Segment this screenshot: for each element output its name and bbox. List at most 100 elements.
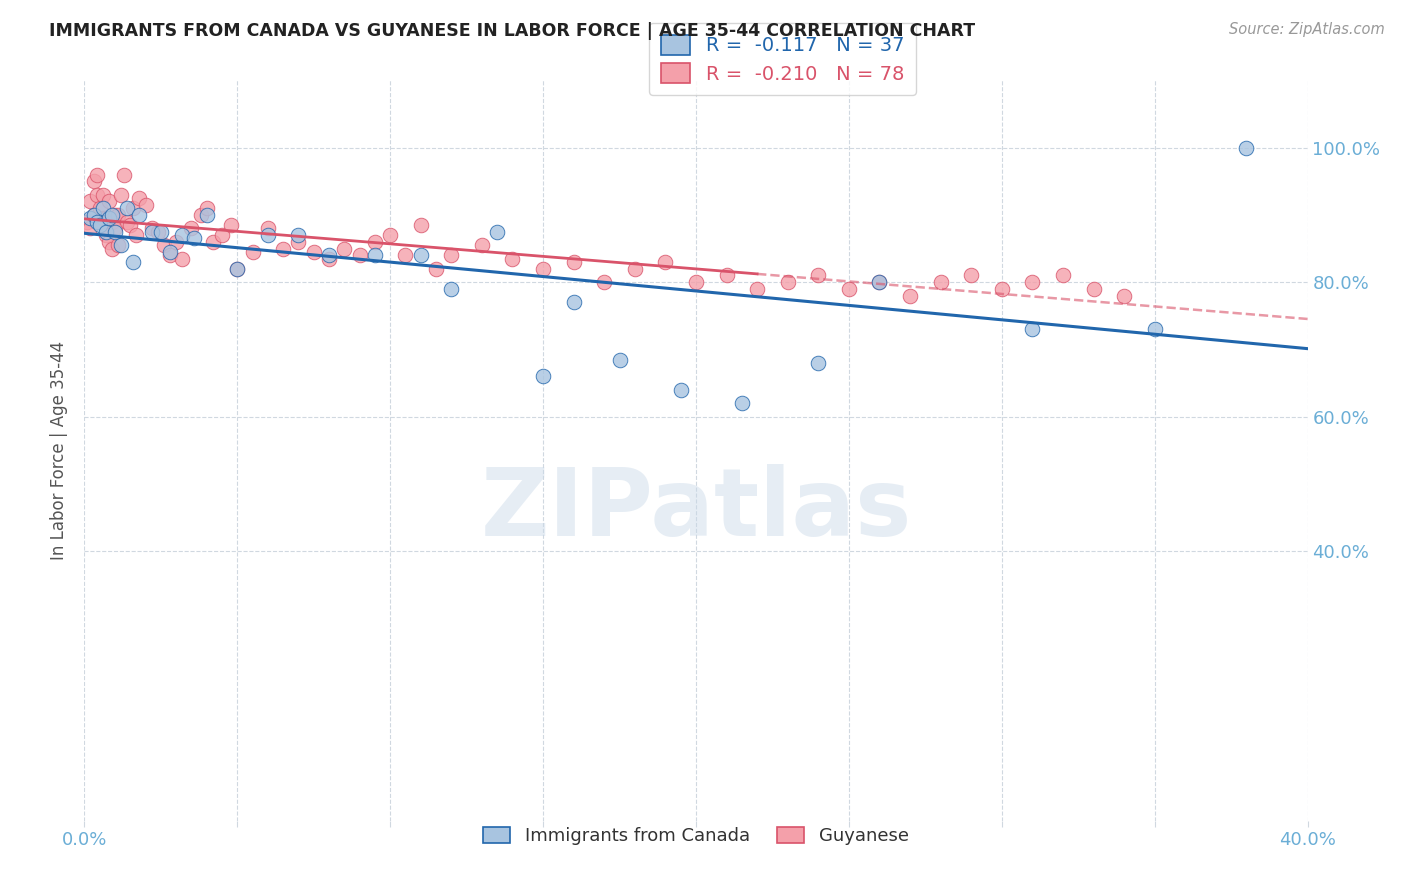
Point bbox=[79, 221, 101, 235]
Point bbox=[654, 255, 676, 269]
Point bbox=[107, 238, 129, 252]
Point bbox=[110, 238, 132, 252]
Point bbox=[669, 383, 692, 397]
Point bbox=[115, 214, 138, 228]
Point bbox=[593, 275, 616, 289]
Point bbox=[440, 282, 463, 296]
Point bbox=[838, 282, 860, 296]
Point bbox=[991, 282, 1014, 296]
Point bbox=[79, 194, 101, 209]
Point bbox=[1114, 288, 1136, 302]
Point bbox=[302, 244, 325, 259]
Point bbox=[562, 295, 585, 310]
Point bbox=[898, 288, 921, 302]
Point bbox=[869, 275, 891, 289]
Point bbox=[609, 352, 631, 367]
Point bbox=[1143, 322, 1166, 336]
Point bbox=[685, 275, 707, 289]
Point bbox=[776, 275, 799, 289]
Point bbox=[624, 261, 647, 276]
Point bbox=[91, 211, 114, 226]
Point bbox=[83, 208, 105, 222]
Point bbox=[201, 235, 224, 249]
Point bbox=[128, 191, 150, 205]
Point bbox=[318, 248, 340, 262]
Point bbox=[271, 242, 294, 256]
Point bbox=[333, 242, 356, 256]
Point bbox=[91, 201, 114, 215]
Point bbox=[89, 201, 111, 215]
Point bbox=[219, 218, 242, 232]
Point bbox=[394, 248, 416, 262]
Point bbox=[97, 194, 120, 209]
Point bbox=[287, 228, 309, 243]
Point bbox=[104, 225, 127, 239]
Point bbox=[83, 208, 105, 222]
Point bbox=[104, 221, 127, 235]
Point bbox=[318, 252, 340, 266]
Point bbox=[960, 268, 983, 283]
Point bbox=[486, 225, 509, 239]
Point bbox=[149, 225, 172, 239]
Point bbox=[122, 255, 145, 269]
Point bbox=[101, 242, 124, 256]
Point bbox=[257, 221, 280, 235]
Point bbox=[471, 238, 494, 252]
Point bbox=[101, 208, 124, 222]
Point bbox=[502, 252, 524, 266]
Point bbox=[731, 396, 754, 410]
Point bbox=[1052, 268, 1074, 283]
Point bbox=[380, 228, 402, 243]
Point bbox=[120, 218, 142, 232]
Point bbox=[89, 218, 111, 232]
Point bbox=[531, 369, 554, 384]
Point bbox=[89, 214, 111, 228]
Point bbox=[1021, 322, 1043, 336]
Point bbox=[1236, 140, 1258, 154]
Point bbox=[211, 228, 233, 243]
Point bbox=[172, 252, 194, 266]
Point bbox=[349, 248, 371, 262]
Point bbox=[195, 201, 218, 215]
Point bbox=[409, 218, 432, 232]
Point bbox=[86, 168, 108, 182]
Point bbox=[242, 244, 264, 259]
Point bbox=[107, 208, 129, 222]
Point bbox=[101, 214, 124, 228]
Point bbox=[94, 211, 117, 226]
Point bbox=[79, 211, 101, 226]
Point bbox=[183, 231, 205, 245]
Point bbox=[94, 225, 117, 239]
Point bbox=[86, 214, 108, 228]
Point bbox=[869, 275, 891, 289]
Point bbox=[226, 261, 249, 276]
Point bbox=[159, 244, 181, 259]
Point bbox=[807, 268, 830, 283]
Point bbox=[97, 211, 120, 226]
Point bbox=[195, 208, 218, 222]
Legend: Immigrants from Canada, Guyanese: Immigrants from Canada, Guyanese bbox=[477, 820, 915, 853]
Text: Source: ZipAtlas.com: Source: ZipAtlas.com bbox=[1229, 22, 1385, 37]
Text: IMMIGRANTS FROM CANADA VS GUYANESE IN LABOR FORCE | AGE 35-44 CORRELATION CHART: IMMIGRANTS FROM CANADA VS GUYANESE IN LA… bbox=[49, 22, 976, 40]
Point bbox=[425, 261, 447, 276]
Point bbox=[409, 248, 432, 262]
Point bbox=[190, 208, 212, 222]
Point bbox=[364, 248, 387, 262]
Point bbox=[1083, 282, 1105, 296]
Point bbox=[91, 187, 114, 202]
Point bbox=[257, 228, 280, 243]
Point bbox=[97, 235, 120, 249]
Point bbox=[128, 208, 150, 222]
Point bbox=[94, 228, 117, 243]
Point bbox=[115, 201, 138, 215]
Point bbox=[364, 235, 387, 249]
Point bbox=[929, 275, 952, 289]
Point bbox=[135, 198, 157, 212]
Point bbox=[1021, 275, 1043, 289]
Point bbox=[141, 225, 163, 239]
Point bbox=[122, 201, 145, 215]
Point bbox=[112, 168, 135, 182]
Point bbox=[287, 235, 309, 249]
Y-axis label: In Labor Force | Age 35-44: In Labor Force | Age 35-44 bbox=[51, 341, 69, 560]
Point bbox=[141, 221, 163, 235]
